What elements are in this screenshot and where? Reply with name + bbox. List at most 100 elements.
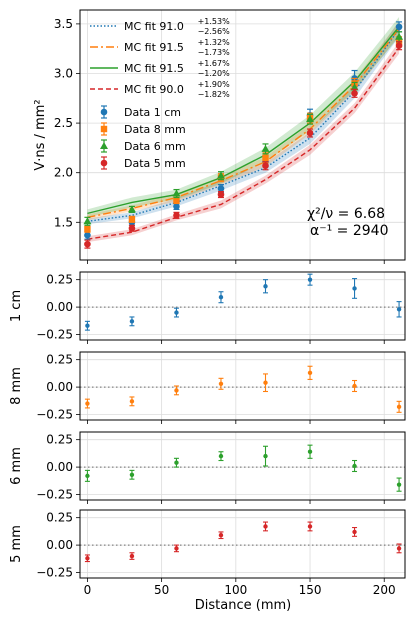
data-point xyxy=(173,197,180,204)
legend-fit-sub: −1.20% xyxy=(198,69,231,78)
y-tick-label: 3.5 xyxy=(54,17,73,31)
residual-y-label: 8 mm xyxy=(9,367,24,405)
y-tick-label: −0.25 xyxy=(36,328,73,342)
residual-panel-3: −0.25 0.00 0.25 6 mm xyxy=(9,431,406,504)
data-point xyxy=(395,42,403,50)
residual-point xyxy=(396,307,402,312)
fit-line-3 xyxy=(87,26,400,215)
legend-fit-sup: +1.53% xyxy=(198,17,231,26)
legend-fit-sup: +1.67% xyxy=(198,59,231,68)
data-point xyxy=(128,216,136,223)
residual-panel-4: −0.25 0.00 0.25 5 mm xyxy=(9,509,406,582)
residual-point xyxy=(352,286,357,291)
residual-point xyxy=(396,404,402,410)
alpha-annotation: α⁻¹ = 2940 xyxy=(310,223,389,239)
data-point xyxy=(306,129,314,137)
data-point xyxy=(127,205,136,213)
main-frame xyxy=(79,9,406,261)
y-tick-label: 1.5 xyxy=(54,215,73,229)
fit-line-2 xyxy=(87,28,400,219)
data-point xyxy=(173,212,180,219)
data-point xyxy=(217,191,225,198)
y-tick-label: 0.00 xyxy=(46,380,73,394)
data-series-4 xyxy=(84,41,403,249)
y-tick-label: 0.25 xyxy=(46,353,73,367)
data-point xyxy=(173,203,180,210)
y-tick-label: 0.25 xyxy=(46,273,73,287)
legend-fit-sub: −2.56% xyxy=(198,27,231,36)
legend-fit-label: MC fit 91.5 xyxy=(124,62,184,75)
residual-point xyxy=(263,284,268,289)
legend-marker xyxy=(100,159,108,167)
residual-point xyxy=(129,319,135,324)
y-tick-label: 0.00 xyxy=(46,538,73,552)
data-point xyxy=(351,90,358,97)
residual-point xyxy=(218,533,224,538)
panel-frame xyxy=(79,351,406,421)
legend-fit-sub: −1.73% xyxy=(198,48,231,57)
residual-point xyxy=(307,277,313,282)
y-tick-label: 0.25 xyxy=(46,433,73,447)
y-tick-label: 2.0 xyxy=(54,166,73,180)
residual-point xyxy=(218,453,224,459)
fit-line-1 xyxy=(87,28,400,223)
y-tick-label: 3.0 xyxy=(54,66,73,80)
data-point xyxy=(261,144,270,152)
residual-y-label: 6 mm xyxy=(9,447,24,485)
residual-point xyxy=(352,463,357,469)
legend-fit-label: MC fit 90.0 xyxy=(124,83,184,96)
legend-marker xyxy=(100,142,108,149)
residual-point xyxy=(307,524,313,529)
residual-point xyxy=(396,546,402,551)
data-point xyxy=(216,171,225,179)
residual-panel-1: −0.25 0.00 0.25 1 cm xyxy=(9,271,406,344)
residual-point xyxy=(352,383,357,389)
residual-point xyxy=(85,323,90,328)
x-tick-label: 150 xyxy=(299,583,322,597)
panel-frame xyxy=(79,509,406,579)
y-tick-label: 0.25 xyxy=(46,511,73,525)
residual-point xyxy=(85,556,90,561)
data-point xyxy=(395,23,403,31)
x-tick-label: 100 xyxy=(224,583,247,597)
x-axis: 0 50 100 150 200 xyxy=(84,583,396,597)
residual-point xyxy=(85,473,90,479)
residual-point xyxy=(129,553,135,559)
x-axis-label: Distance (mm) xyxy=(195,598,291,613)
residual-point xyxy=(85,401,90,406)
residual-point xyxy=(307,370,313,376)
residual-point xyxy=(263,453,268,459)
panel-frame xyxy=(79,431,406,501)
main-y-label: V·ns / mm² xyxy=(33,99,48,170)
panel-frame xyxy=(79,271,406,341)
legend-fit-label: MC fit 91.5 xyxy=(124,41,184,54)
residual-point xyxy=(218,381,224,387)
residual-point xyxy=(396,482,402,487)
residual-point xyxy=(174,310,179,315)
data-point xyxy=(217,185,225,192)
legend: MC fit 91.0 +1.53%−2.56% MC fit 91.5 +1.32%… xyxy=(90,17,230,170)
legend-fit-sup: +1.90% xyxy=(198,80,231,89)
residual-y-label: 5 mm xyxy=(9,525,24,563)
y-tick-label: −0.25 xyxy=(36,408,73,422)
legend-fit-label: MC fit 91.0 xyxy=(124,20,184,33)
x-tick-label: 0 xyxy=(84,583,92,597)
residual-y-label: 1 cm xyxy=(9,290,24,322)
fit-line-4 xyxy=(87,47,400,240)
residual-point xyxy=(129,399,135,404)
residual-point xyxy=(263,524,268,529)
legend-fit-sub: −1.82% xyxy=(198,90,231,99)
chi2-annotation: χ²/ν = 6.68 xyxy=(307,206,385,222)
y-tick-label: 0.00 xyxy=(46,300,73,314)
legend-data-label: Data 8 mm xyxy=(124,123,186,136)
residual-point xyxy=(307,449,313,454)
data-point xyxy=(84,231,91,239)
data-point xyxy=(84,226,91,233)
residual-panel-2: −0.25 0.00 0.25 8 mm xyxy=(9,351,406,424)
legend-marker xyxy=(100,125,108,133)
x-tick-label: 50 xyxy=(154,583,169,597)
x-tick-label: 200 xyxy=(373,583,396,597)
legend-data-label: Data 1 cm xyxy=(124,106,181,119)
data-point xyxy=(395,32,404,40)
